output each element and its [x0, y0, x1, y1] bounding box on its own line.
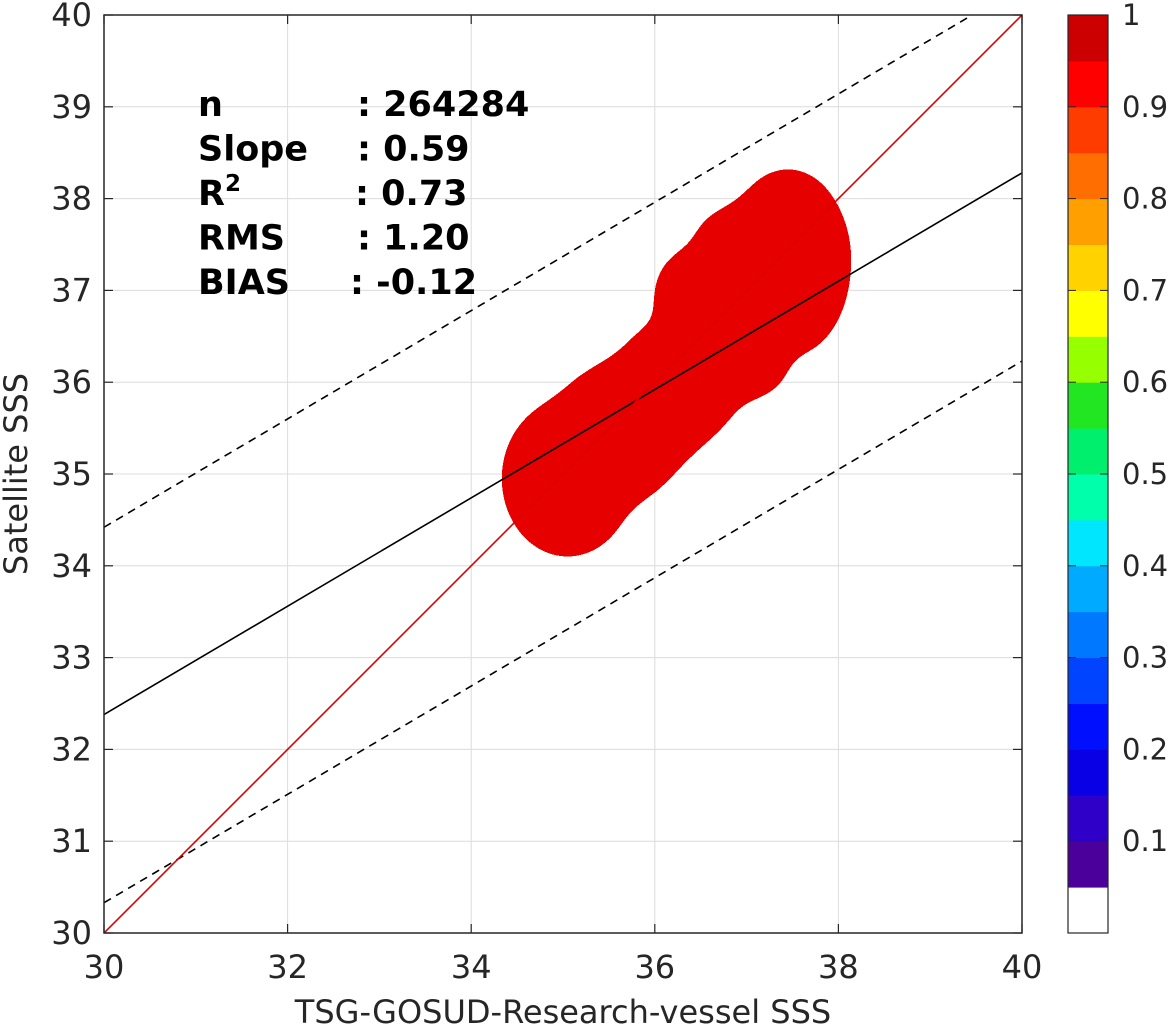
- y-tick-label: 38: [51, 180, 92, 218]
- lower_bound-line: [104, 360, 1022, 904]
- colorbar: 0.1 0.2 0.3 0.4 0.5 0.6 0.7 0.8 0.9 1: [1067, 0, 1168, 934]
- colorbar-band: [1068, 336, 1108, 383]
- stat-value: : 0.59: [357, 130, 470, 170]
- colorbar-tick-label: 1: [1122, 0, 1140, 32]
- density-contours: [514, 180, 839, 545]
- stat-label: Slope: [198, 130, 308, 170]
- colorbar-tick-label: 0.1: [1122, 824, 1168, 858]
- colorbar-band: [1068, 244, 1108, 291]
- colorbar-band: [1068, 382, 1108, 429]
- stat-label: BIAS: [198, 263, 290, 303]
- colorbar-tick-label: 0.5: [1122, 457, 1168, 491]
- colorbar-band: [1068, 887, 1108, 934]
- colorbar-band: [1068, 795, 1108, 842]
- colorbar-tick-label: 0.7: [1122, 273, 1168, 307]
- x-tick-label: 40: [1002, 948, 1043, 986]
- y-tick-label: 37: [51, 271, 92, 309]
- colorbar-band: [1068, 15, 1108, 62]
- colorbar-band: [1068, 198, 1108, 245]
- y-tick-label: 35: [51, 455, 92, 493]
- colorbar-tick-label: 0.6: [1122, 365, 1168, 399]
- stat-value: : 1.20: [357, 219, 470, 259]
- colorbar-band: [1068, 611, 1108, 659]
- colorbar-band: [1068, 474, 1108, 521]
- colorbar-band: [1068, 657, 1108, 704]
- y-tick-label: 32: [51, 730, 92, 768]
- stat-value: : -0.12: [350, 263, 477, 303]
- colorbar-tick-label: 0.4: [1122, 549, 1168, 583]
- statistics-box: n : 264284 Slope : 0.59 R2 : 0.73 RMS : 1.20 BIA…: [198, 85, 529, 303]
- y-tick-label: 33: [51, 639, 92, 677]
- y-tick-label: 31: [51, 822, 92, 860]
- y-tick-label: 36: [51, 363, 92, 401]
- stat-label: R2: [198, 171, 241, 214]
- upper_bound-line: [104, 15, 974, 528]
- colorbar-band: [1068, 290, 1108, 337]
- x-tick-label: 30: [84, 948, 125, 986]
- colorbar-band: [1068, 565, 1108, 613]
- density-peak: [761, 228, 824, 289]
- y-tick-label: 39: [51, 88, 92, 126]
- colorbar-band: [1068, 60, 1108, 108]
- stat-value: : 0.73: [355, 174, 468, 214]
- colorbar-band: [1068, 749, 1108, 796]
- x-axis-label: TSG-GOSUD-Research-vessel SSS: [294, 993, 831, 1028]
- identity-line: [104, 15, 1022, 933]
- stat-value: : 264284: [357, 85, 529, 125]
- regression-line: [104, 172, 1022, 716]
- grid-lines: [103, 14, 1023, 934]
- stat-label: n: [198, 85, 223, 125]
- density-peak: [591, 375, 673, 454]
- stat-label: RMS: [198, 219, 285, 259]
- colorbar-band: [1068, 841, 1108, 888]
- colorbar-band: [1068, 428, 1108, 475]
- colorbar-tick-label: 0.2: [1122, 732, 1168, 766]
- x-tick-label: 38: [818, 948, 859, 986]
- y-tick-label: 30: [51, 914, 92, 952]
- colorbar-band: [1068, 703, 1108, 750]
- colorbar-tick-label: 0.3: [1122, 641, 1168, 675]
- colorbar-tick-label: 0.8: [1122, 182, 1168, 216]
- x-tick-label: 34: [451, 948, 492, 986]
- colorbar-tick-label: 0.9: [1122, 90, 1168, 124]
- y-tick-label: 40: [51, 0, 92, 34]
- colorbar-band: [1068, 106, 1108, 154]
- x-tick-label: 36: [634, 948, 675, 986]
- axis-ticks: 30 32 34 36 38 40 30 31 32 33 34 35 36 37 38 39 40: [51, 0, 1042, 986]
- reference-lines: [104, 15, 1022, 933]
- x-tick-label: 32: [267, 948, 308, 986]
- y-axis-label: Satellite SSS: [0, 373, 35, 575]
- y-tick-label: 34: [51, 547, 92, 585]
- density-field: [514, 180, 839, 545]
- colorbar-band: [1068, 152, 1108, 200]
- colorbar-band: [1068, 519, 1108, 567]
